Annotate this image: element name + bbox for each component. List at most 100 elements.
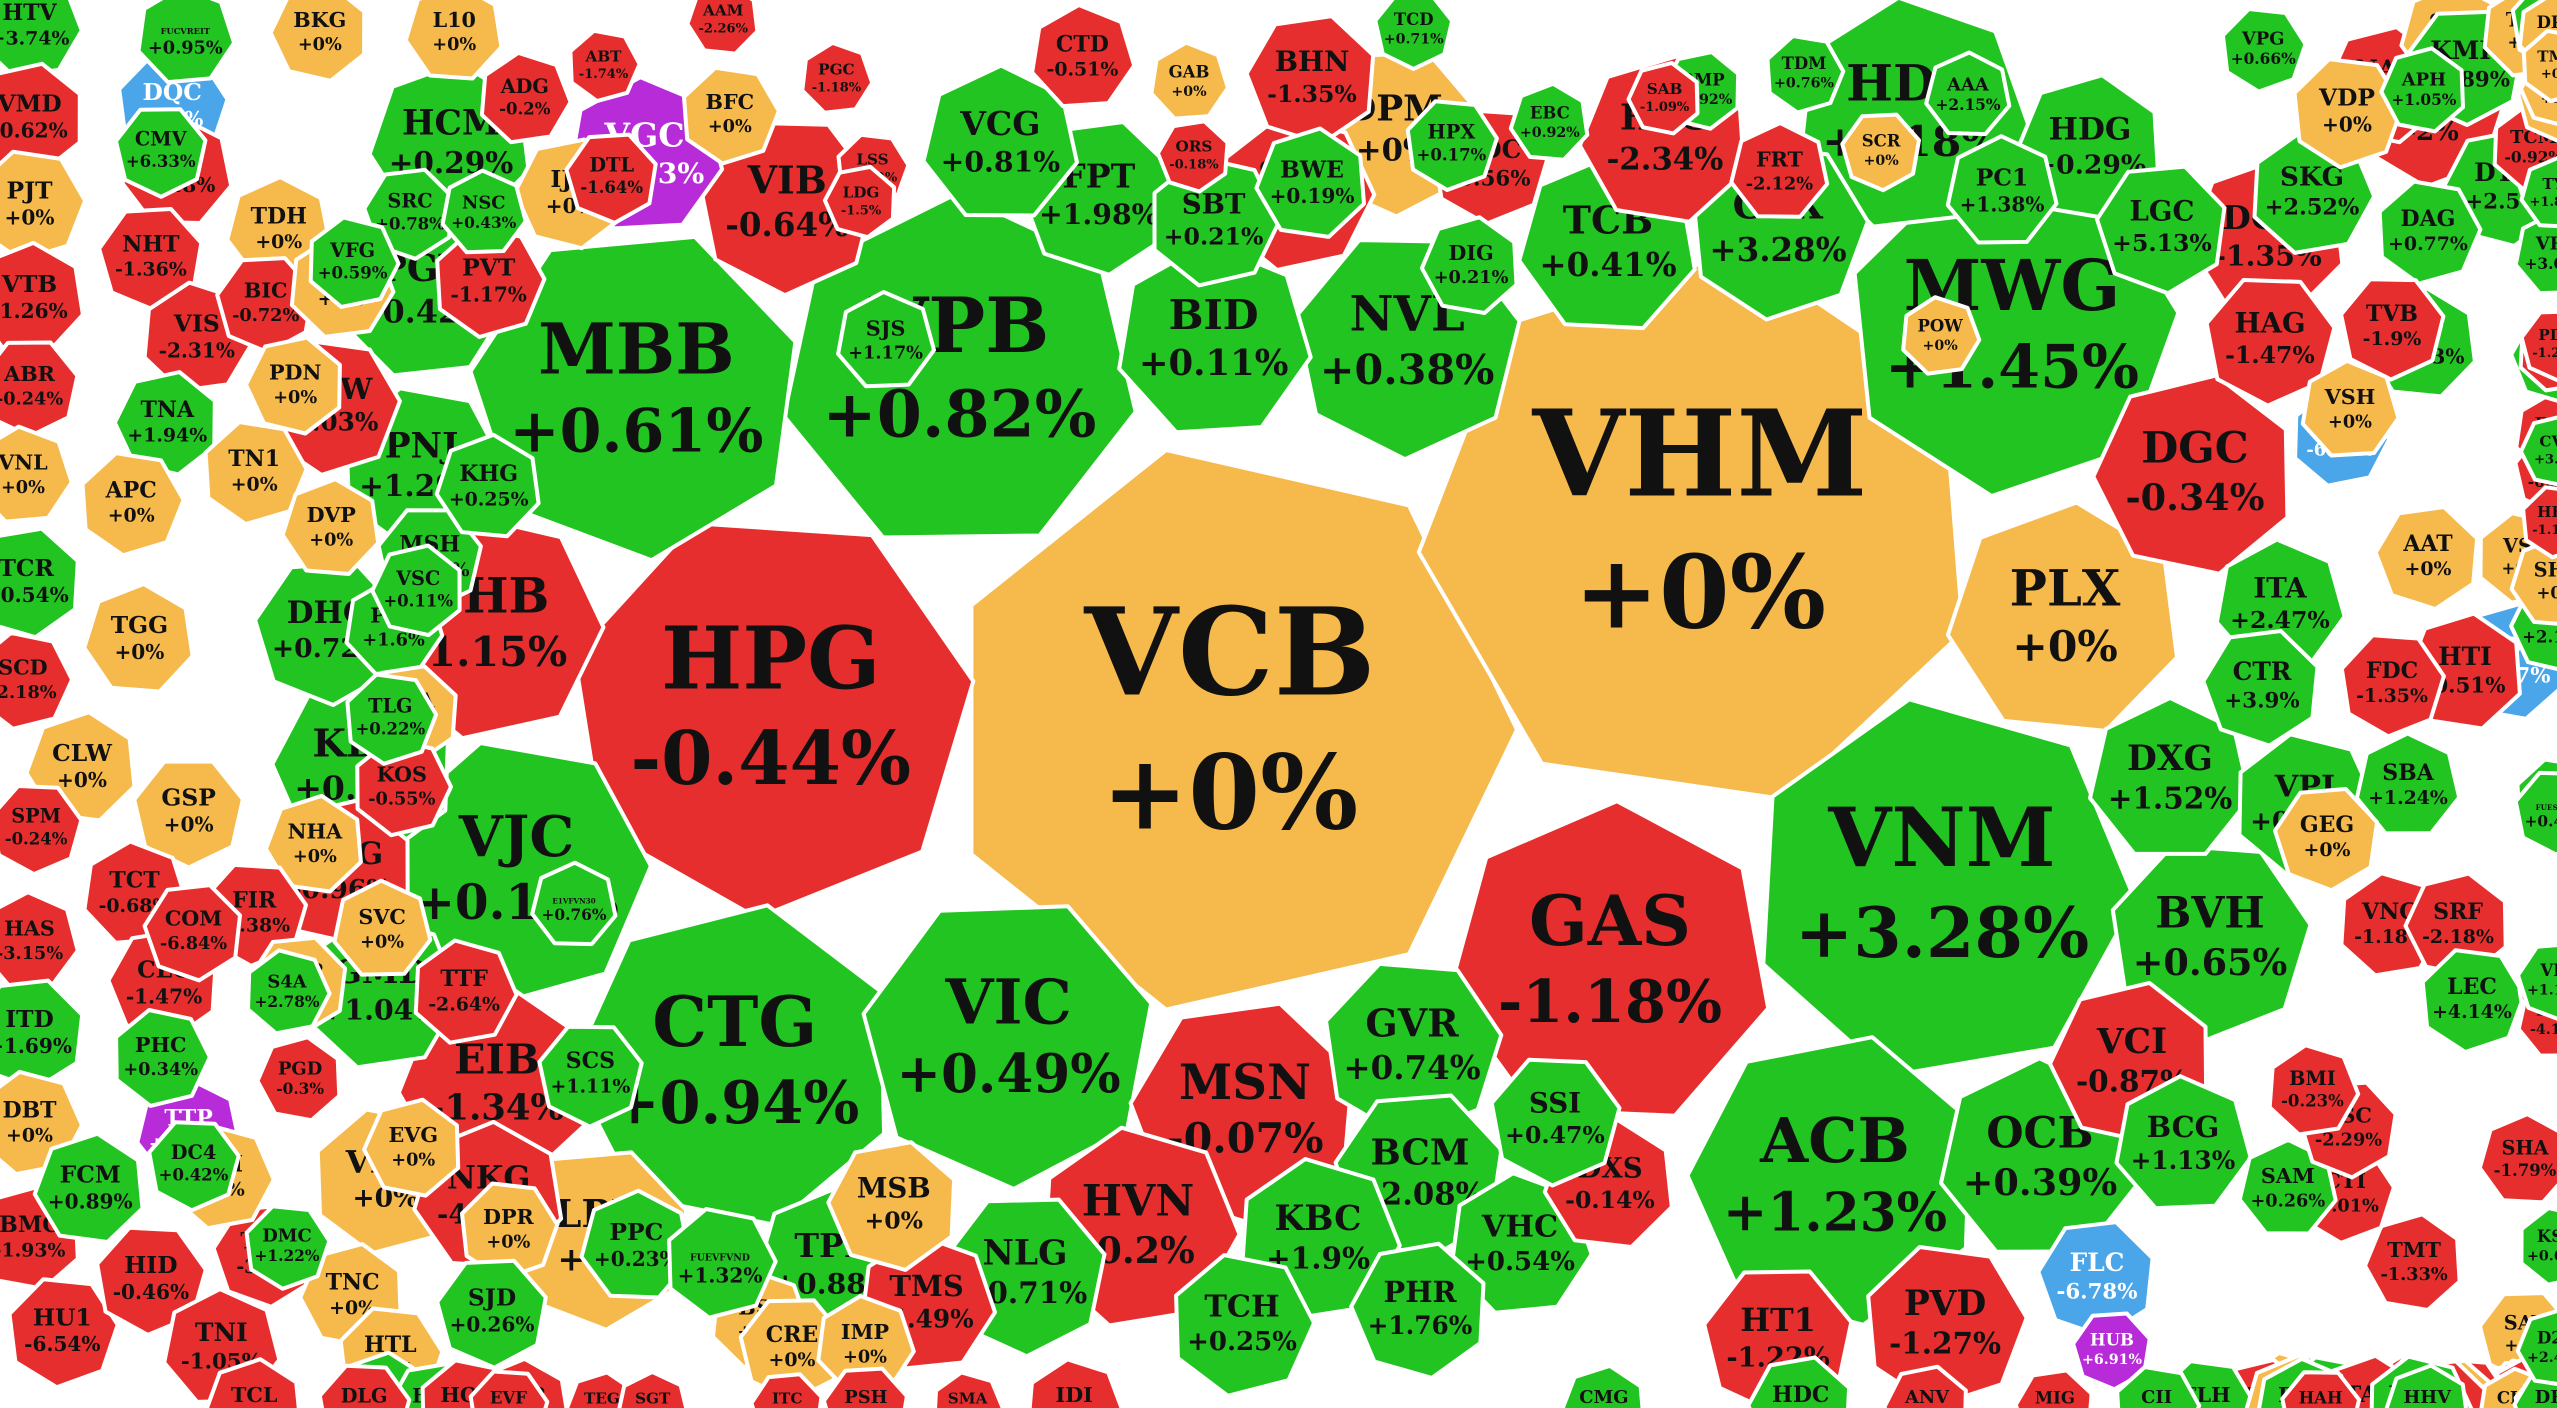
cell-bfc[interactable]: BFC+0% bbox=[682, 65, 781, 166]
cell-adg[interactable]: ADG-0.2% bbox=[479, 50, 573, 145]
cell-aaa[interactable]: AAA+2.15% bbox=[1924, 50, 2012, 137]
cell-shape[interactable] bbox=[933, 1370, 1005, 1408]
cell-pdn[interactable]: PDN+0% bbox=[244, 335, 342, 436]
cell-aam[interactable]: AAM-2.26% bbox=[685, 0, 760, 56]
cell-ebc[interactable]: EBC+0.92% bbox=[1508, 81, 1590, 162]
cell-itd[interactable]: ITD+1.69% bbox=[0, 978, 85, 1091]
cell-shape[interactable] bbox=[1901, 295, 1982, 376]
cell-shape[interactable] bbox=[2095, 164, 2227, 296]
cell-shape[interactable] bbox=[1945, 500, 2179, 733]
cell-shape[interactable] bbox=[435, 1258, 548, 1370]
cell-shape[interactable] bbox=[1945, 134, 2059, 245]
cell-dc4[interactable]: DC4+0.42% bbox=[147, 1120, 241, 1213]
cell-shape[interactable] bbox=[821, 1366, 909, 1408]
cell-shape[interactable] bbox=[1840, 112, 1921, 193]
cell-abr[interactable]: ABR-0.24% bbox=[0, 340, 80, 439]
cell-shape[interactable] bbox=[215, 256, 315, 355]
cell-lec[interactable]: LEC+4.14% bbox=[2420, 948, 2527, 1054]
cell-pgd[interactable]: PGD-0.3% bbox=[255, 1035, 342, 1123]
cell-shape[interactable] bbox=[2267, 1043, 2361, 1137]
cell-shape[interactable] bbox=[1254, 126, 1366, 239]
cell-tgg[interactable]: TGG+0% bbox=[82, 582, 195, 694]
cell-shape[interactable] bbox=[435, 226, 547, 339]
cell-shape[interactable] bbox=[362, 1097, 461, 1198]
cell-shape[interactable] bbox=[413, 938, 519, 1045]
cell-shape[interactable] bbox=[564, 132, 658, 225]
cell-shape[interactable] bbox=[782, 191, 1138, 540]
cell-shape[interactable] bbox=[1027, 1357, 1124, 1408]
cell-shape[interactable] bbox=[32, 1131, 145, 1244]
cell-ldg[interactable]: LDG-1.5% bbox=[822, 164, 897, 240]
cell-sab[interactable]: SAB-1.09% bbox=[1626, 61, 1700, 136]
cell-shape[interactable] bbox=[969, 448, 1519, 1012]
cell-shape[interactable] bbox=[370, 543, 462, 638]
cell-gas[interactable]: GAS-1.18% bbox=[1446, 799, 1771, 1118]
cell-shape[interactable] bbox=[244, 335, 342, 436]
cell-shape[interactable] bbox=[1349, 1241, 1486, 1380]
cell-shape[interactable] bbox=[332, 878, 433, 977]
cell-shape[interactable] bbox=[0, 340, 80, 439]
cell-shape[interactable] bbox=[114, 1008, 212, 1108]
cell-shape[interactable] bbox=[2273, 787, 2379, 893]
cell-fuevfvnd[interactable]: FUEVFVND+1.32% bbox=[667, 1207, 778, 1320]
cell-shape[interactable] bbox=[800, 40, 875, 115]
cell-shape[interactable] bbox=[667, 1207, 778, 1320]
cell-shape[interactable] bbox=[203, 420, 309, 527]
cell-shape[interactable] bbox=[280, 477, 381, 576]
cell-phc[interactable]: PHC+0.34% bbox=[114, 1008, 212, 1108]
cell-shape[interactable] bbox=[2521, 28, 2557, 104]
cell-shape[interactable] bbox=[685, 0, 760, 56]
cell-shape[interactable] bbox=[2036, 1220, 2155, 1339]
cell-shape[interactable] bbox=[1373, 0, 1455, 71]
cell-ctd[interactable]: CTD-0.51% bbox=[1030, 3, 1137, 109]
cell-shape[interactable] bbox=[2114, 1074, 2253, 1211]
cell-shape[interactable] bbox=[1765, 34, 1846, 115]
cell-ors[interactable]: ORS-0.18% bbox=[1155, 119, 1230, 194]
cell-shape[interactable] bbox=[749, 1372, 824, 1408]
cell-shape[interactable] bbox=[255, 1035, 342, 1123]
cell-shape[interactable] bbox=[2513, 209, 2557, 296]
cell-shape[interactable] bbox=[2220, 7, 2308, 94]
cell-shape[interactable] bbox=[317, 1363, 412, 1408]
cell-shape[interactable] bbox=[204, 1357, 301, 1408]
cell-shape[interactable] bbox=[826, 1140, 957, 1272]
cell-shape[interactable] bbox=[1149, 40, 1230, 121]
cell-shape[interactable] bbox=[2339, 633, 2446, 739]
cell-gab[interactable]: GAB+0% bbox=[1149, 40, 1230, 121]
cell-vsc[interactable]: VSC+0.11% bbox=[370, 543, 462, 638]
cell-shape[interactable] bbox=[836, 290, 936, 389]
cell-tcr[interactable]: TCR+0.54% bbox=[0, 526, 80, 640]
cell-shape[interactable] bbox=[2373, 505, 2480, 611]
cell-hpx[interactable]: HPX+0.17% bbox=[1405, 99, 1499, 192]
cell-shape[interactable] bbox=[2280, 1370, 2362, 1408]
cell-shape[interactable] bbox=[1729, 121, 1830, 219]
cell-shape[interactable] bbox=[244, 1204, 332, 1291]
cell-shape[interactable] bbox=[1405, 99, 1499, 192]
cell-shape[interactable] bbox=[2519, 309, 2557, 383]
cell-shape[interactable] bbox=[468, 1369, 550, 1408]
cell-shape[interactable] bbox=[530, 860, 618, 947]
cell-dmc[interactable]: DMC+1.22% bbox=[244, 1204, 332, 1291]
cell-shape[interactable] bbox=[479, 50, 573, 145]
cell-scd[interactable]: SCD-2.18% bbox=[0, 630, 75, 731]
cell-shape[interactable] bbox=[263, 793, 363, 894]
cell-shape[interactable] bbox=[0, 630, 75, 731]
cell-shape[interactable] bbox=[0, 240, 85, 353]
cell-shape[interactable] bbox=[2363, 1212, 2462, 1312]
cell-shape[interactable] bbox=[2516, 943, 2557, 1021]
cell-shape[interactable] bbox=[0, 0, 84, 79]
cell-shape[interactable] bbox=[2204, 278, 2337, 408]
cell-shape[interactable] bbox=[82, 582, 195, 694]
cell-cmv[interactable]: CMV+6.33% bbox=[113, 107, 208, 199]
cell-fdc[interactable]: FDC-1.35% bbox=[2339, 633, 2446, 739]
cell-vpg[interactable]: VPG+0.66% bbox=[2220, 7, 2308, 94]
cell-shape[interactable] bbox=[2300, 358, 2401, 458]
cell-shape[interactable] bbox=[2518, 415, 2557, 487]
cell-mig[interactable]: MIG-0.28% bbox=[2013, 1368, 2094, 1408]
cell-ctr[interactable]: CTR+3.9% bbox=[2201, 629, 2320, 748]
cell-shape[interactable] bbox=[2339, 277, 2446, 382]
cell-shape[interactable] bbox=[0, 890, 80, 989]
cell-shape[interactable] bbox=[2013, 1368, 2094, 1408]
cell-shape[interactable] bbox=[2384, 1363, 2468, 1408]
cell-shape[interactable] bbox=[1244, 14, 1376, 146]
